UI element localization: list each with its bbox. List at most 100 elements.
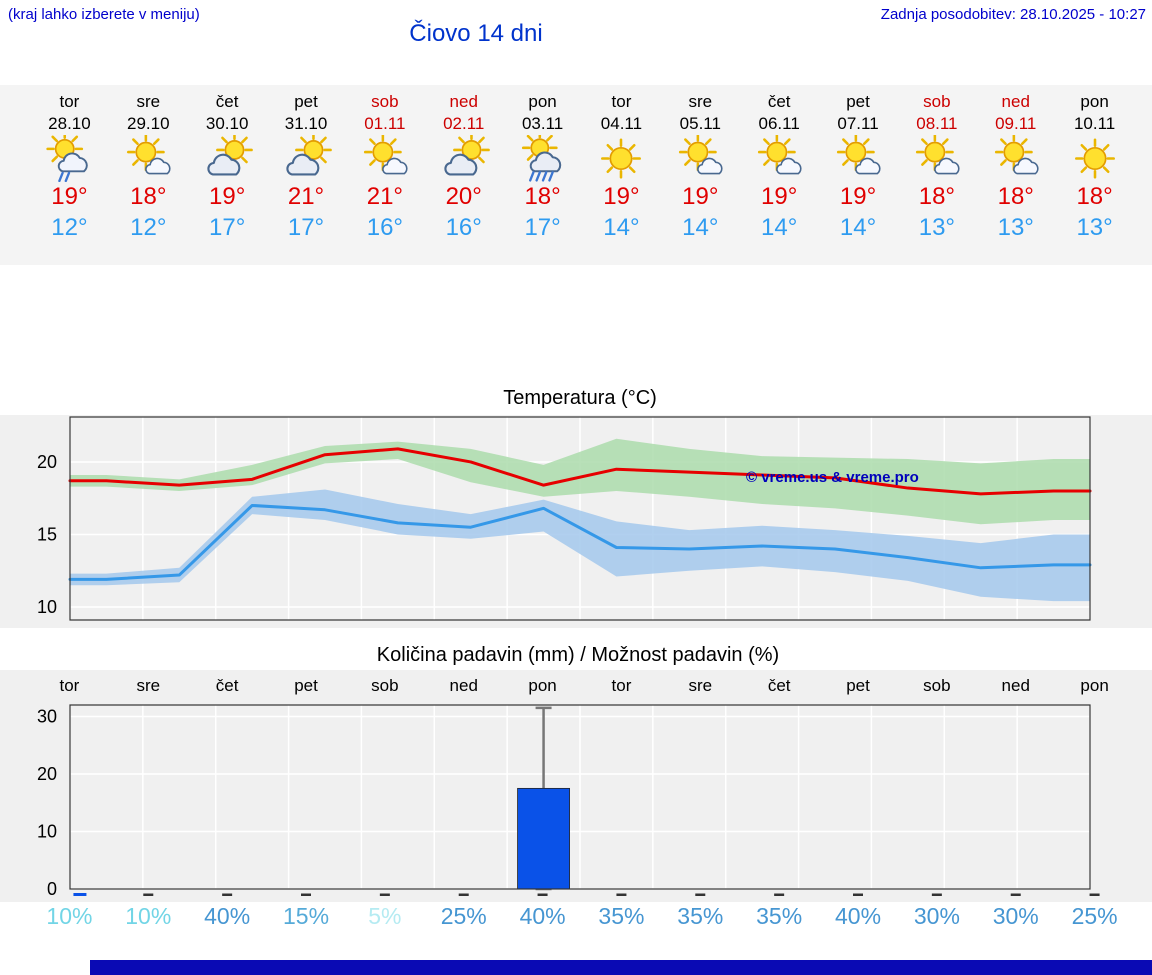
precip-probability: 25%: [1071, 903, 1118, 929]
precip-probability: 35%: [756, 903, 803, 929]
precipitation-probabilities: 10% 10% 40% 15% 5% 25% 40% 35% 35% 35% 40% 30% 30% 25…: [0, 903, 1152, 930]
menu-hint: (kraj lahko izberete v meniju): [8, 6, 200, 23]
svg-text:10: 10: [37, 822, 57, 842]
forecast-day[interactable]: pon 03.11 18° 17°: [503, 85, 582, 265]
precip-probability: 10%: [46, 903, 93, 929]
sun-cloud-icon: [988, 135, 1044, 182]
day-min-temp: 17°: [287, 214, 325, 241]
precipitation-day-labels: tor sre čet pet sob ned pon tor sre čet pet sob ned p…: [0, 676, 1152, 696]
forecast-day[interactable]: sre 05.11 19° 14°: [661, 85, 740, 265]
precip-probability: 15%: [282, 903, 330, 929]
cloud-sun-icon: [436, 135, 492, 182]
precip-day-label: pon: [1080, 676, 1109, 695]
cloud-sun-icon: [278, 135, 334, 182]
forecast-day[interactable]: ned 02.11 20° 16°: [424, 85, 503, 265]
forecast-day[interactable]: pet 31.10 21° 17°: [267, 85, 346, 265]
forecast-day[interactable]: tor 04.11 19° 14°: [582, 85, 661, 265]
day-name: čet: [767, 92, 791, 111]
sun-cloud-icon: [909, 135, 965, 182]
day-max-temp: 18°: [997, 183, 1034, 210]
day-max-temp: 19°: [51, 183, 88, 210]
day-min-temp: 13°: [1076, 214, 1113, 241]
day-name: tor: [611, 92, 632, 111]
sun-cloud-icon: [357, 135, 413, 182]
temperature-chart: 10 15 20 © vreme.us & vreme.pro: [0, 415, 1152, 628]
day-min-temp: 14°: [682, 214, 719, 241]
day-date: 31.10: [284, 114, 328, 133]
svg-text:15: 15: [37, 524, 57, 544]
sun-cloud-icon: [830, 135, 886, 182]
day-max-temp: 19°: [839, 183, 877, 210]
precip-probability: 5%: [368, 903, 402, 929]
day-name: ned: [449, 92, 478, 111]
precip-probability: 25%: [440, 903, 487, 929]
day-name: pet: [846, 92, 870, 111]
day-max-temp: 18°: [1076, 183, 1113, 210]
day-date: 06.11: [758, 114, 800, 133]
day-name: pet: [294, 92, 318, 111]
precip-probability: 35%: [677, 903, 724, 929]
precipitation-chart-title: Količina padavin (mm) / Možnost padavin …: [376, 644, 780, 666]
day-max-temp: 20°: [445, 183, 482, 210]
day-min-temp: 14°: [603, 214, 640, 241]
day-min-temp: 14°: [761, 214, 798, 241]
precip-probability: 40%: [204, 903, 251, 929]
precip-probability: 10%: [125, 903, 172, 929]
svg-text:© vreme.us & vreme.pro: © vreme.us & vreme.pro: [746, 469, 919, 486]
sun-cloud-icon: [751, 135, 807, 182]
day-min-temp: 16°: [445, 214, 482, 241]
precip-day-label: sre: [688, 676, 713, 695]
svg-text:0: 0: [47, 879, 57, 899]
day-min-temp: 13°: [918, 214, 956, 241]
forecast-day[interactable]: ned 09.11 18° 13°: [976, 85, 1055, 265]
precip-day-label: sob: [923, 676, 951, 695]
day-name: ned: [1001, 92, 1030, 111]
sun-cloud-heavy-rain-icon: [515, 135, 571, 182]
cloud-sun-icon: [199, 135, 255, 182]
precip-day-label: čet: [215, 676, 239, 695]
precip-day-label: pet: [294, 676, 318, 695]
sun-icon: [593, 135, 649, 182]
day-name: sob: [923, 92, 951, 111]
day-name: tor: [59, 92, 80, 111]
precip-day-label: tor: [611, 676, 632, 695]
forecast-day[interactable]: sob 08.11 18° 13°: [897, 85, 976, 265]
forecast-day[interactable]: pon 10.11 18° 13°: [1055, 85, 1134, 265]
day-date: 10.11: [1073, 114, 1116, 133]
precip-probability: 30%: [913, 903, 960, 929]
forecast-day[interactable]: pet 07.11 19° 14°: [819, 85, 898, 265]
day-name: pon: [528, 92, 557, 111]
sun-cloud-rain-icon: [41, 135, 97, 182]
forecast-day[interactable]: tor 28.10 19° 12°: [30, 85, 109, 265]
day-date: 03.11: [521, 114, 564, 133]
day-date: 09.11: [995, 114, 1037, 133]
precip-day-label: pet: [846, 676, 870, 695]
forecast-day[interactable]: čet 06.11 19° 14°: [740, 85, 819, 265]
forecast-strip: tor 28.10 19° 12° sre 29.10 18° 12° čet …: [0, 85, 1152, 265]
day-date: 28.10: [48, 114, 91, 133]
day-name: pon: [1080, 92, 1109, 111]
precip-probability: 40%: [835, 903, 882, 929]
day-name: čet: [215, 92, 239, 111]
day-date: 08.11: [916, 114, 958, 133]
day-min-temp: 17°: [209, 214, 246, 241]
temperature-chart-title: Temperatura (°C): [503, 387, 657, 409]
day-date: 05.11: [679, 114, 721, 133]
svg-text:10: 10: [37, 597, 57, 617]
day-date: 29.10: [127, 114, 170, 133]
precip-day-label: pon: [528, 676, 557, 695]
precip-probability: 30%: [992, 903, 1039, 929]
temperature-chart-svg: 10 15 20 © vreme.us & vreme.pro: [0, 415, 1152, 628]
day-name: sre: [136, 92, 161, 111]
svg-text:20: 20: [37, 764, 57, 784]
day-max-temp: 21°: [366, 183, 404, 210]
forecast-day[interactable]: čet 30.10 19° 17°: [188, 85, 267, 265]
precip-day-label: ned: [1001, 676, 1030, 695]
forecast-day[interactable]: sob 01.11 21° 16°: [345, 85, 424, 265]
forecast-day[interactable]: sre 29.10 18° 12°: [109, 85, 188, 265]
day-max-temp: 18°: [918, 183, 956, 210]
precip-day-label: sob: [371, 676, 399, 695]
day-max-temp: 18°: [524, 183, 561, 210]
last-update: Zadnja posodobitev: 28.10.2025 - 10:27: [880, 6, 1146, 23]
day-name: sre: [688, 92, 713, 111]
